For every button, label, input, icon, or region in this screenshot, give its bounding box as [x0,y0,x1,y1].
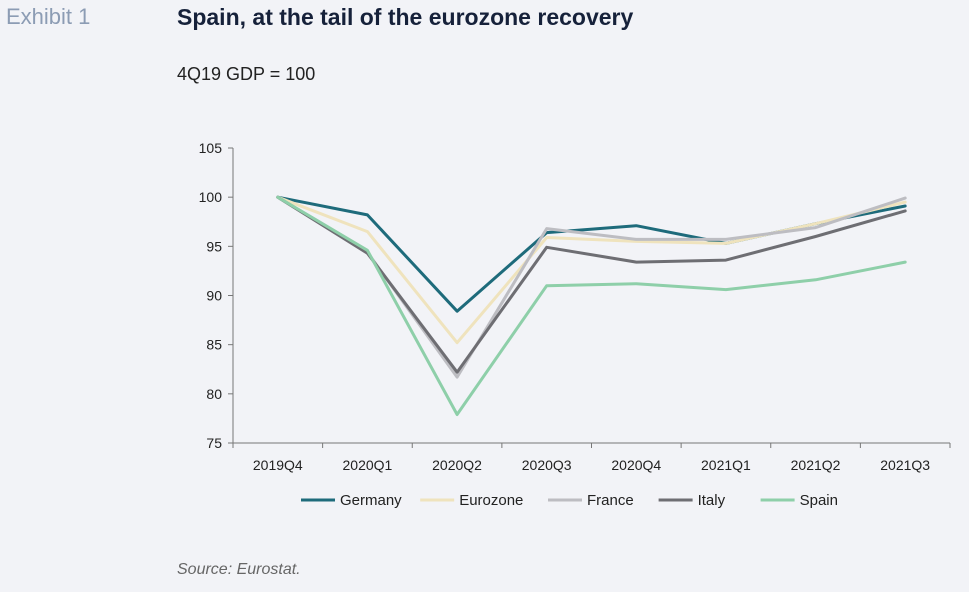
x-tick-label: 2020Q3 [522,457,572,473]
x-tick-label: 2021Q3 [880,457,930,473]
line-chart: 75 80 85 90 95 100 105 2019Q4 2020Q1 2020Q2 2020Q3… [199,140,951,509]
legend-label-germany: Germany [340,492,402,509]
x-tick-label: 2019Q4 [253,457,303,473]
chart-subtitle: 4Q19 GDP = 100 [177,64,316,84]
y-tick-label: 80 [206,386,222,402]
y-tick-label: 90 [206,288,222,304]
y-tick-label: 85 [206,337,222,353]
y-tick-label: 105 [199,140,223,156]
legend-label-france: France [587,492,634,509]
x-tick-label: 2021Q2 [791,457,841,473]
x-tick-label: 2020Q4 [611,457,661,473]
legend-label-eurozone: Eurozone [459,492,523,509]
x-tick-label: 2021Q1 [701,457,751,473]
chart-title: Spain, at the tail of the eurozone recov… [177,4,634,30]
legend: Germany Eurozone France Italy Spain [301,492,838,509]
y-tick-label: 95 [206,238,222,254]
legend-label-italy: Italy [698,492,726,509]
legend-label-spain: Spain [800,492,838,509]
series-lines [276,195,907,416]
axes: 75 80 85 90 95 100 105 2019Q4 2020Q1 2020Q2 2020Q3… [199,140,951,473]
exhibit-label: Exhibit 1 [6,4,91,29]
y-tick-label: 75 [206,435,222,451]
series-line-italy [276,195,907,374]
y-tick-label: 100 [199,189,223,205]
x-tick-label: 2020Q2 [432,457,482,473]
x-tick-label: 2020Q1 [343,457,393,473]
series-line-eurozone [276,195,907,345]
source-note: Source: Eurostat. [177,561,301,578]
series-line-spain [276,195,907,416]
